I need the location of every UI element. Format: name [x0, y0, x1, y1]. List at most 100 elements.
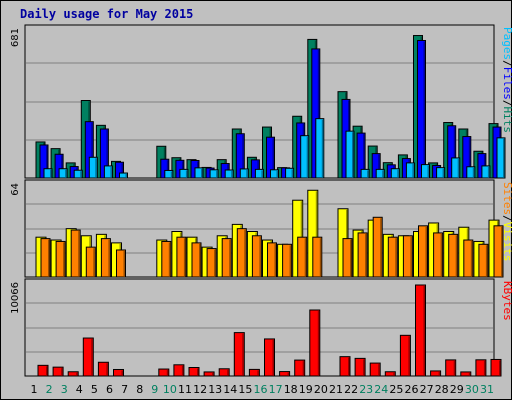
- bar-shade: [487, 166, 490, 177]
- bar-kbytes-kbytes-day30: [475, 359, 487, 377]
- bar-shade: [289, 245, 292, 276]
- bar-fill: [158, 368, 170, 377]
- bar-shade: [246, 169, 248, 177]
- bar-visits-sites-sites-day14: [236, 228, 247, 278]
- x-tick-label-day8: 8: [136, 383, 143, 396]
- bar-visits-sites-sites-day19: [312, 236, 323, 278]
- bar-visits-sites-sites-day31: [493, 225, 504, 278]
- bar-hits-files-pages-pages-day30: [481, 165, 491, 179]
- bar-fill: [445, 359, 457, 377]
- bar-fill: [294, 359, 306, 377]
- x-tick-label-day13: 13: [208, 383, 222, 396]
- x-tick-label-day6: 6: [106, 383, 113, 396]
- bar-shade: [216, 170, 218, 177]
- x-tick-label-day27: 27: [420, 383, 434, 396]
- bar-shade: [438, 371, 441, 375]
- bar-shade: [363, 134, 365, 177]
- bar-fill: [97, 361, 109, 377]
- bar-kbytes-kbytes-day1: [37, 364, 49, 377]
- bar-fill: [67, 371, 79, 377]
- bar-hits-files-pages-pages-day14: [239, 168, 249, 179]
- bar-fill: [119, 172, 128, 179]
- bar-fill: [466, 166, 476, 179]
- bar-visits-sites-sites-day17: [282, 243, 293, 278]
- bar-shade: [393, 372, 395, 375]
- bar-kbytes-kbytes-day24: [384, 371, 396, 377]
- bar-shade: [46, 366, 48, 375]
- bar-hits-files-pages-pages-day1: [43, 168, 53, 179]
- bar-shade: [242, 333, 244, 375]
- bar-visits-sites-sites-day21: [342, 238, 353, 278]
- x-tick-label-day10: 10: [163, 383, 177, 396]
- x-tick-label-day11: 11: [178, 383, 192, 396]
- bar-shade: [259, 236, 261, 276]
- bar-fill: [448, 233, 459, 278]
- legend-kbytes: KBytes: [501, 281, 512, 321]
- bar-kbytes-kbytes-day16: [264, 338, 275, 377]
- bar-shade: [440, 233, 443, 276]
- bar-shade: [453, 360, 456, 375]
- bar-shade: [121, 370, 123, 375]
- bar-fill: [82, 337, 94, 377]
- bar-fill: [375, 168, 385, 179]
- bar-kbytes-kbytes-day17: [279, 371, 291, 377]
- bar-kbytes-kbytes-day10: [173, 364, 185, 377]
- bar-visits-sites-sites-day5: [100, 238, 111, 278]
- bar-shade: [395, 238, 397, 276]
- bar-shade: [412, 163, 414, 177]
- bar-fill: [360, 168, 370, 179]
- bar-shade: [499, 360, 501, 375]
- bar-shade: [276, 170, 278, 177]
- bar-shade: [170, 171, 173, 177]
- bar-shade: [91, 122, 93, 177]
- bar-hits-files-pages-pages-day13: [224, 169, 234, 179]
- bar-visits-sites-sites-day1: [40, 238, 51, 278]
- bar-hits-files-pages-pages-day10: [179, 168, 189, 179]
- bar-fill: [433, 232, 444, 278]
- bar-visits-sites-sites-day9: [161, 240, 172, 278]
- bar-fill: [206, 248, 217, 278]
- bar-shade: [95, 158, 97, 177]
- bar-visits-sites-sites-day10: [176, 236, 187, 278]
- bar-shade: [257, 370, 259, 375]
- bar-fill: [264, 338, 275, 377]
- bar-visits-sites-sites-day13: [221, 238, 232, 278]
- bar-hits-files-pages-pages-day17: [285, 167, 295, 179]
- bar-visits-sites-sites-day23: [372, 216, 383, 278]
- bar-shade: [352, 132, 354, 177]
- bar-hits-files-pages-pages-day18: [300, 135, 310, 179]
- bar-fill: [236, 228, 247, 278]
- x-tick-label-day14: 14: [223, 383, 237, 396]
- bar-shade: [229, 239, 231, 276]
- bar-shade: [453, 126, 456, 177]
- legend-entry: /: [501, 215, 512, 222]
- bar-kbytes-kbytes-day9: [158, 368, 170, 377]
- bar-shade: [317, 49, 320, 177]
- bar-fill: [405, 162, 415, 179]
- bar-shade: [108, 239, 110, 276]
- bar-shade: [91, 339, 93, 375]
- bar-shade: [199, 243, 201, 276]
- bar-visits-sites-sites-day22: [357, 232, 368, 278]
- bar-visits-sites-sites-day15: [251, 235, 262, 278]
- bar-kbytes-kbytes-day15: [248, 368, 260, 377]
- bar-shade: [61, 368, 63, 375]
- bar-fill: [451, 157, 461, 179]
- bar-hits-files-pages-pages-day12: [209, 169, 219, 179]
- bar-shade: [315, 191, 318, 276]
- bar-shade: [501, 226, 503, 276]
- bar-shade: [274, 243, 276, 276]
- bar-fill: [390, 168, 400, 179]
- bar-kbytes-kbytes-day28: [445, 359, 457, 377]
- bar-shade: [231, 171, 233, 177]
- bar-fill: [481, 165, 491, 179]
- bar-fill: [309, 309, 321, 377]
- bar-shade: [423, 286, 425, 375]
- bar-visits-sites-sites-day29: [463, 239, 474, 278]
- bar-visits-sites-sites-day30: [478, 243, 489, 278]
- bar-kbytes-kbytes-day18: [294, 359, 306, 377]
- legend-entry: KBytes: [501, 281, 512, 321]
- bar-kbytes-kbytes-day5: [97, 361, 109, 377]
- x-tick-label-day12: 12: [193, 383, 207, 396]
- bar-shade: [350, 239, 352, 276]
